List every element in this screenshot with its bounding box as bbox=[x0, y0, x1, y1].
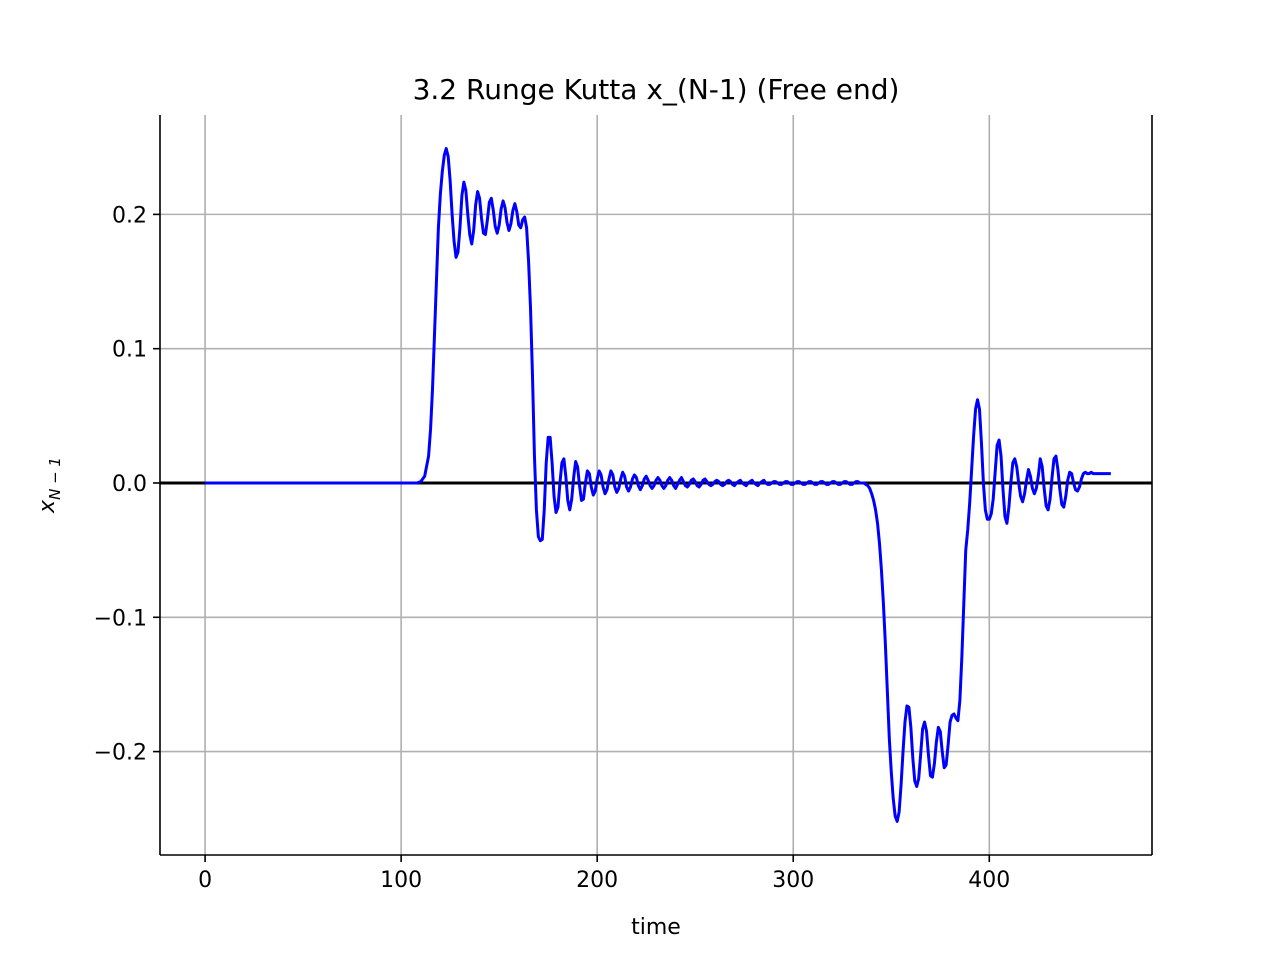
y-gridlines bbox=[160, 213, 1152, 753]
x-tick-label: 200 bbox=[576, 868, 618, 893]
y-axis-label-subscript: N − 1 bbox=[46, 457, 64, 500]
y-tick-label: −0.2 bbox=[94, 741, 147, 766]
y-tick-label: −0.1 bbox=[94, 606, 147, 631]
axes-spines bbox=[159, 115, 1153, 856]
x-axis-label: time bbox=[631, 915, 681, 940]
y-tick-label: 0.2 bbox=[112, 203, 147, 228]
x-tick-label: 300 bbox=[772, 868, 814, 893]
x-tick-label: 400 bbox=[968, 868, 1010, 893]
chart-title: 3.2 Runge Kutta x_(N-1) (Free end) bbox=[413, 73, 900, 106]
series-line bbox=[205, 147, 1111, 823]
y-axis-ticks: −0.2 −0.1 0.0 0.1 0.2 bbox=[94, 203, 160, 766]
y-tick-label: 0.1 bbox=[112, 338, 147, 363]
y-axis-label-main: x bbox=[35, 499, 60, 514]
x-axis-ticks: 0 100 200 300 400 bbox=[198, 855, 1010, 893]
x-tick-label: 100 bbox=[380, 868, 422, 893]
x-tick-label: 0 bbox=[198, 868, 212, 893]
y-axis-label: xN − 1 bbox=[35, 457, 64, 514]
y-tick-label: 0.0 bbox=[112, 472, 147, 497]
series-group bbox=[205, 147, 1111, 823]
